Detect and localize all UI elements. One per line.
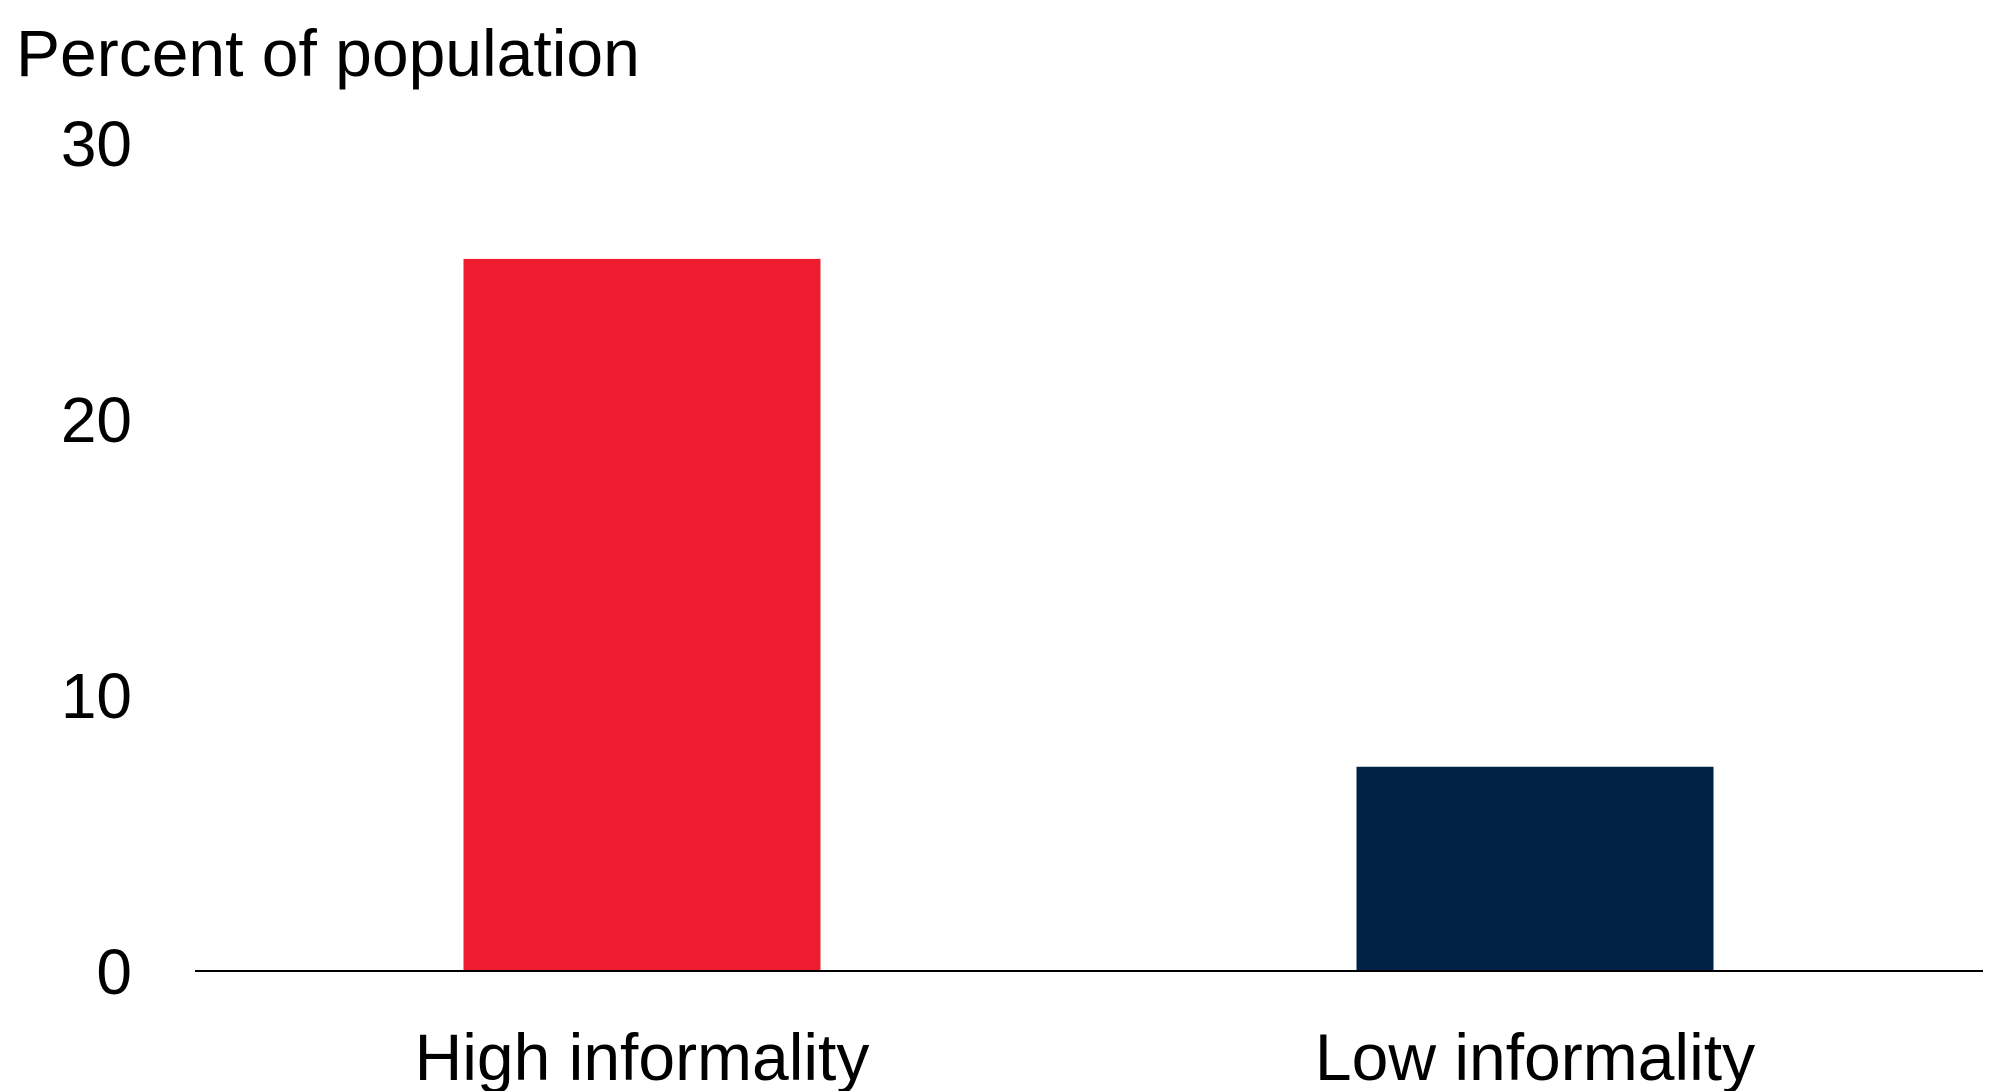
- y-tick-label: 10: [61, 660, 132, 732]
- y-tick-label: 20: [61, 384, 132, 456]
- bar-low-informality: [1356, 766, 1714, 971]
- y-axis-ticks: 0 10 20 30: [61, 108, 132, 1008]
- x-category-label: High informality: [415, 1020, 870, 1091]
- bars: [463, 258, 1714, 971]
- y-tick-label: 0: [96, 936, 132, 1008]
- bar-high-informality: [463, 258, 821, 971]
- x-axis-labels: High informality Low informality: [415, 1020, 1755, 1091]
- x-category-label: Low informality: [1315, 1020, 1755, 1091]
- y-tick-label: 30: [61, 108, 132, 180]
- y-axis-title: Percent of population: [16, 16, 640, 90]
